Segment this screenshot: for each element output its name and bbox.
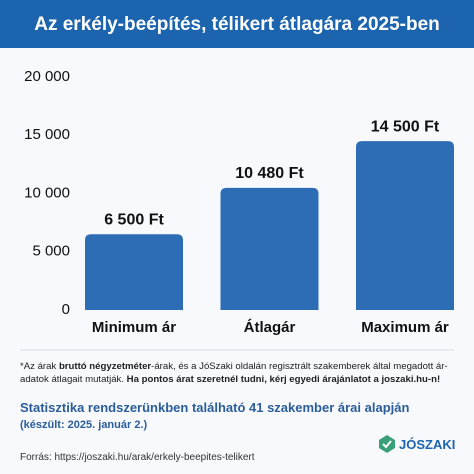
x-tick-label: Átlagár (244, 319, 296, 336)
footnote-text: -árak, és a JóSzaki oldalán regisztrált … (20, 361, 448, 385)
bar (356, 141, 454, 310)
statistics: Statisztika rendszerünkben található 41 … (20, 400, 410, 415)
footnote-bold: Ha pontos árat szeretnél tudni, kérj egy… (126, 374, 441, 385)
logo: JÓSZAKI (378, 434, 455, 454)
y-tick-label: 10 000 (24, 184, 70, 201)
footnote-text: *Az árak (20, 361, 59, 372)
y-tick-label: 5 000 (32, 243, 70, 260)
logo-text: JÓSZAKI (399, 436, 456, 452)
y-tick-label: 15 000 (24, 126, 70, 143)
logo-icon (379, 435, 395, 453)
value-label: 10 480 Ft (235, 165, 304, 182)
footnote: *Az árak bruttó négyzetméter-árak, és a … (20, 360, 458, 386)
bar (220, 187, 319, 310)
footnote-bold: bruttó négyzetméter (58, 361, 152, 372)
y-tick-label: 0 (62, 301, 70, 318)
x-tick-label: Maximum ár (361, 319, 449, 336)
x-tick-label: Minimum ár (92, 319, 176, 336)
chart-title: Az erkély-beépítés, télikert átlagára 20… (34, 14, 440, 35)
y-tick-label: 20 000 (24, 68, 70, 85)
created: (készült: 2025. január 2.) (20, 419, 148, 431)
source: Forrás: https://joszaki.hu/arak/erkely-b… (20, 452, 255, 463)
value-label: 14 500 Ft (371, 118, 440, 135)
title-band (0, 0, 474, 48)
bar (85, 234, 183, 310)
value-label: 6 500 Ft (104, 211, 164, 228)
plot: 0 5 000 10 000 15 000 20 000 Minimum ár 6 500 … (24, 68, 454, 336)
